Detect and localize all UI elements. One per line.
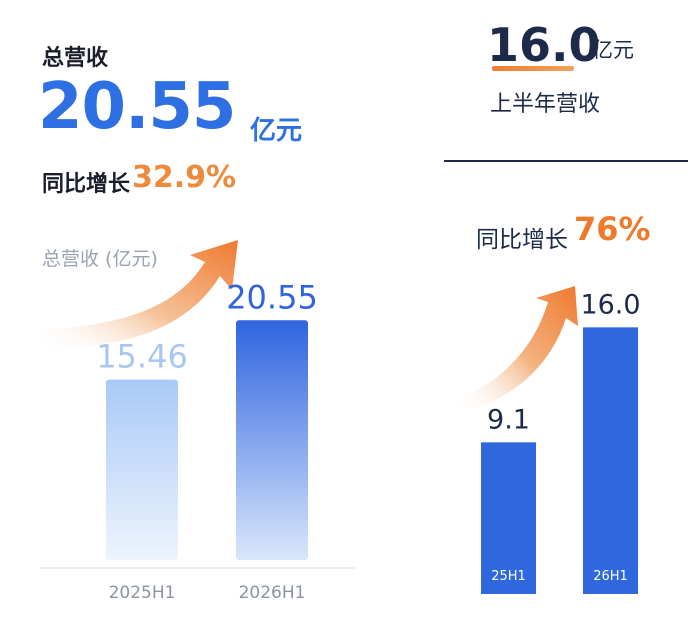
left-bar-value-label: 20.55 [226,278,318,316]
right-bar-value-label: 9.1 [487,404,530,435]
total-revenue-title: 总营收 [42,46,109,71]
right-category-label: 26H1 [593,569,628,584]
right-yoy-label: 同比增长 [476,227,568,253]
h1-revenue-value: 16.0 [487,18,601,72]
left-category-label: 2025H1 [109,583,176,603]
right-growth-arrow-icon [460,286,578,412]
left-yoy-label: 同比增长 [42,172,131,197]
right-bar-26H1 [583,327,638,594]
left-chart-title: 总营收 (亿元) [42,248,158,270]
left-category-label: 2026H1 [239,583,306,603]
left-bar-value-label: 15.46 [96,338,188,376]
right-bar-value-label: 16.0 [580,289,640,320]
total-revenue-unit: 亿元 [250,116,303,146]
right-divider [444,160,688,162]
right-bar-25H1 [481,442,536,594]
left-bar-2026H1 [236,320,308,560]
h1-revenue-unit: 亿元 [592,38,634,62]
right-category-label: 25H1 [491,569,526,584]
h1-revenue-subtitle: 上半年营收 [490,92,601,117]
left-yoy-value: 32.9% [132,160,237,195]
total-revenue-value: 20.55 [38,70,236,144]
right-yoy-value: 76% [574,210,651,248]
left-bar-2025H1 [106,379,178,560]
left-growth-arrow-icon [40,240,238,349]
h1-revenue-underline [492,66,574,71]
